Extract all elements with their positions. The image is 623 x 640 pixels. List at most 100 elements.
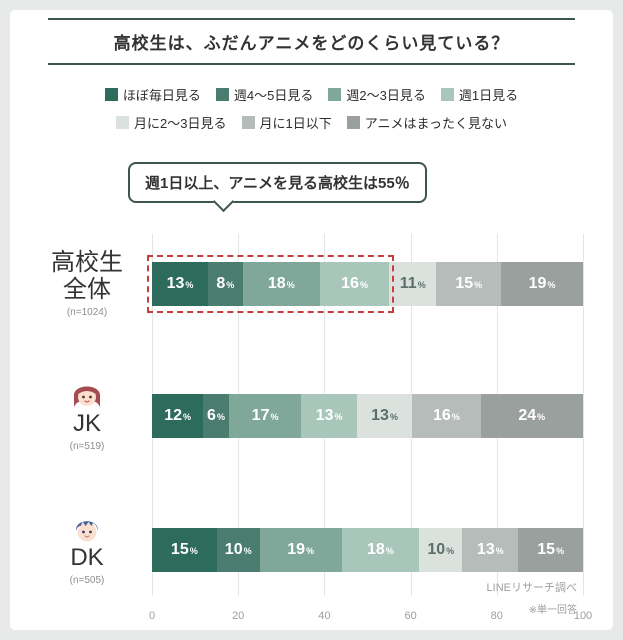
callout: 週1日以上、アニメを見る高校生は55％ [128,162,427,213]
bar-segment: 12% [152,393,204,438]
axis-tick-label: 40 [318,609,331,622]
segment-percent: 16% [341,274,368,292]
segment-percent: 13% [315,406,343,424]
segment-percent: 12% [164,407,191,424]
legend-label: 週1日見る [458,88,519,103]
stacked-bar: 12% 6% 17% 13% 13% 16% 24% [152,393,583,438]
percent-sign: % [417,279,426,290]
segment-percent: 6% [207,407,225,424]
chart-area: 高校生全体 (n=1024) 13% 8% 18% 16% 11% 15% 19% JK (n=5… [22,234,584,596]
group-label: DK (n=505) [22,514,152,586]
bar-segment: 15% [436,261,502,306]
legend-item: 週4〜5日見る [215,85,314,104]
percent-sign: % [446,545,455,556]
callout-pointer-icon [212,190,235,213]
legend-row: 月に2〜3日見る 月に1日以下 アニメはまったく見ない [116,113,507,132]
segment-percent: 18% [267,274,295,292]
segment-value: 18 [267,274,286,292]
axis-tick-label: 60 [404,609,417,622]
x-axis: 0 20 40 60 80 100 [148,609,592,626]
segment-value: 13 [315,406,334,424]
segment-percent: 24% [518,406,545,424]
axis-tick-label: 80 [490,609,503,622]
segment-value: 16 [433,406,451,424]
axis-tick-label: 20 [232,609,245,622]
segment-percent: 8% [216,275,235,292]
group-sample-size: (n=519) [69,440,105,452]
legend-item: 週2〜3日見る [328,85,426,104]
segment-value: 15 [537,540,556,558]
segment-value: 13 [371,406,389,424]
segment-percent: 16% [433,406,460,424]
legend-label: アニメはまったく見ない [364,116,507,131]
segment-percent: 19% [528,274,556,292]
bar-segment: 19% [501,261,583,306]
stacked-bar: 13% 8% 18% 16% 11% 15% 19% [147,254,583,313]
legend: ほぼ毎日見る 週4〜5日見る 週2〜3日見る 週1日見る月に2〜3日見る 月に1日以下 ア… [10,85,613,132]
segment-value: 19 [287,540,306,558]
callout-wrap: 週1日以上、アニメを見る高校生は55％ [128,162,613,213]
chart-row: JK (n=519) 12% 6% 17% 13% 13% 16% 24% [22,380,583,452]
legend-item: 月に2〜3日見る [116,113,227,132]
segment-value: 10 [224,540,243,558]
legend-swatch [346,116,360,129]
legend-swatch [116,116,130,129]
callout-text: 週1日以上、アニメを見る高校生は55％ [145,175,410,192]
legend-item: 週1日見る [440,85,519,104]
source-credit: LINEリサーチ調べ [486,582,577,594]
bar-segment: 13% [356,393,413,438]
segment-percent: 10% [427,541,455,558]
bar-segment: 13% [152,261,209,306]
chart-row: 高校生全体 (n=1024) 13% 8% 18% 16% 11% 15% 19% [22,249,583,318]
percent-sign: % [306,545,315,556]
legend-label: 週2〜3日見る [346,88,426,103]
dk-boy-icon [75,520,99,542]
legend-item: アニメはまったく見ない [346,113,507,132]
percent-sign: % [556,545,565,556]
percent-sign: % [189,545,198,556]
percent-sign: % [226,279,235,290]
segment-value: 19 [528,274,547,292]
chart-row: DK (n=505) 15% 10% 19% 18% 10% 13% 15% [22,514,583,586]
percent-sign: % [547,279,556,290]
percent-sign: % [243,545,252,556]
percent-sign: % [359,279,368,290]
bar-segment: 11% [389,261,437,306]
segment-percent: 15% [455,274,483,292]
segment-value: 13 [166,274,185,292]
legend-row: ほぼ毎日見る 週4〜5日見る 週2〜3日見る 週1日見る [104,85,519,104]
segment-value: 15 [455,274,474,292]
segment-value: 24 [518,406,537,424]
segment-value: 18 [367,540,385,558]
stacked-bar: 15% 10% 19% 18% 10% 13% 15% [152,527,583,572]
legend-label: 月に1日以下 [259,116,332,131]
segment-value: 11 [399,274,417,292]
bar-segment: 10% [419,527,463,572]
axis-tick-label: 0 [148,609,156,622]
legend-swatch [104,88,118,101]
segment-percent: 13% [166,274,194,292]
percent-sign: % [286,279,295,290]
percent-sign: % [389,411,398,422]
group-name: DK [70,543,104,571]
footer: LINEリサーチ調べ ※単一回答 [487,579,577,616]
bar-segment: 18% [242,261,321,306]
bar-segment: 17% [228,393,302,438]
percent-sign: % [182,411,191,422]
legend-label: ほぼ毎日見る [122,88,201,103]
legend-item: ほぼ毎日見る [104,85,201,104]
bar-segment: 15% [518,527,583,572]
percent-sign: % [474,279,483,290]
legend-label: 月に2〜3日見る [134,116,227,131]
segment-value: 13 [476,540,495,558]
bar-segment: 13% [301,393,357,438]
bar-segment: 10% [216,527,260,572]
legend-label: 週4〜5日見る [233,88,314,103]
segment-value: 16 [341,274,359,292]
jk-girl-icon [73,386,101,407]
segment-percent: 11% [399,274,426,292]
percent-sign: % [385,545,394,556]
chart-rows: 高校生全体 (n=1024) 13% 8% 18% 16% 11% 15% 19% JK (n=5… [22,249,583,586]
survey-note: ※単一回答 [528,605,577,616]
